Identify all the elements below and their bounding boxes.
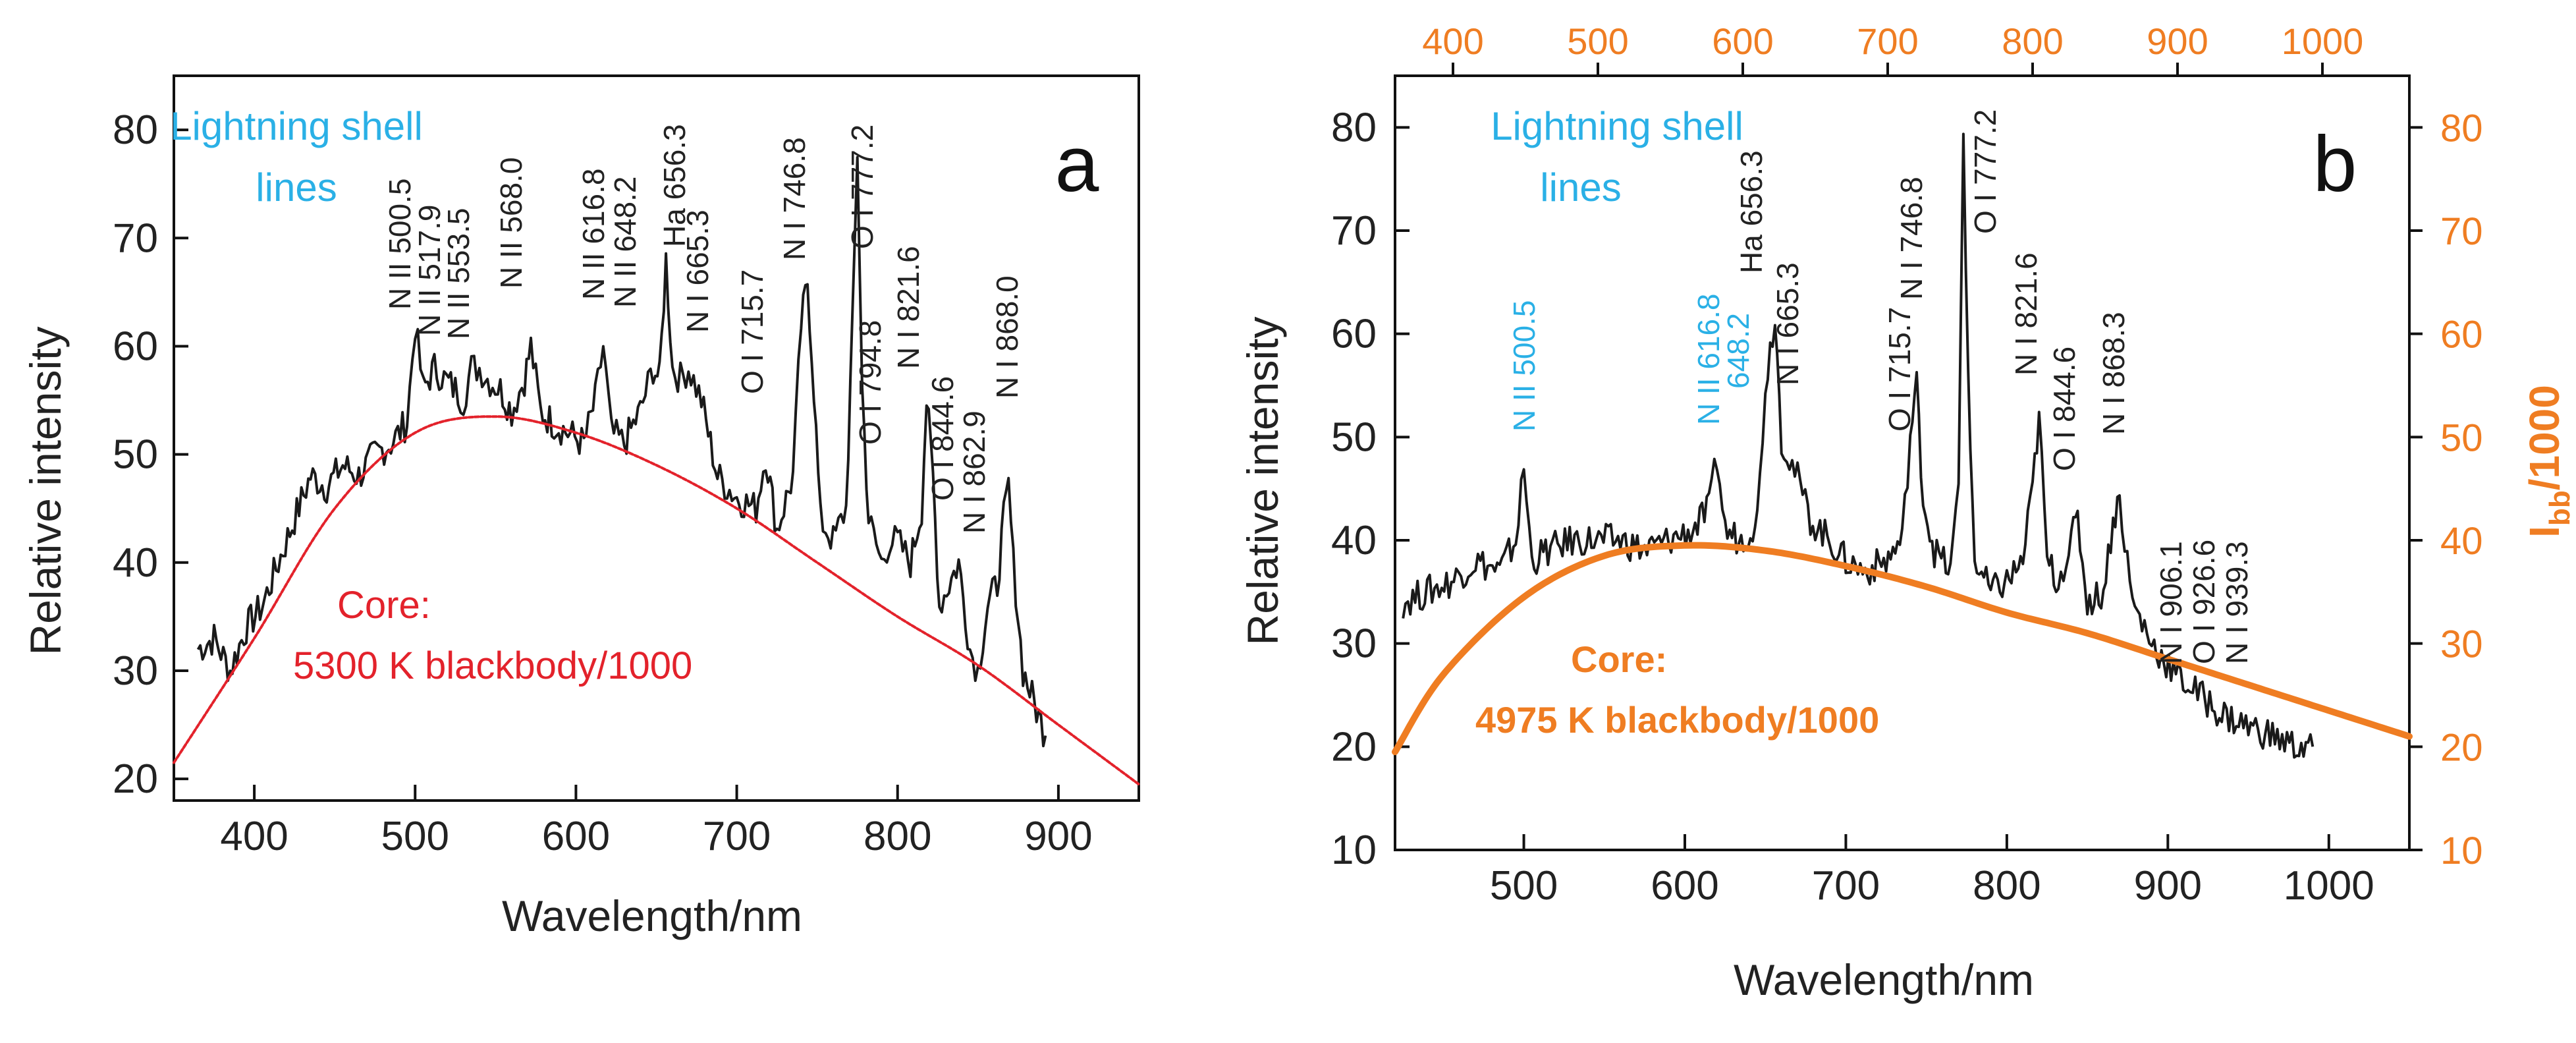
emission-line-label: N II 517.9 [412,205,447,336]
emission-line-label: Ha 656.3 [1734,150,1768,273]
top-x-tick-label: 400 [1422,20,1483,62]
panel-a-ylabel: Relative intensity [21,327,70,656]
emission-line-label: O I 794.8 [853,320,887,445]
emission-line-label: N II 500.5 [383,179,417,310]
y-tick-label: 50 [113,432,158,478]
emission-line-label: N I 868.3 [2096,312,2131,435]
blackbody-curve [1392,542,2413,756]
panel-b-core-annotation-line2: 4975 K blackbody/1000 [1475,699,1879,741]
panel-a: 20 30 40 50 60 70 80 400 500 600 700 800 900 N II 5… [21,74,1140,940]
x-tick-label: 900 [1024,814,1092,859]
panel-b-ylabel: Relative intensity [1238,317,1287,646]
top-x-tick-label: 700 [1857,20,1918,62]
y-tick-label: 80 [113,107,158,153]
y-tick-label: 50 [1331,414,1377,460]
emission-line-label: O I 715.7 [1882,307,1917,432]
x-tick-label: 600 [1651,863,1718,909]
emission-line-label: N II 616.8 [576,169,611,300]
panel-a-shell-annotation-line2: lines [256,165,337,210]
right-y-tick-label: 60 [2440,314,2483,356]
emission-line-label: O I 777.2 [845,125,879,249]
emission-line-label: N I 906.1 [2154,541,2188,664]
emission-line-label: O I 715.7 [735,269,769,394]
x-tick-label: 700 [703,814,771,859]
emission-line-label: N II 568.0 [494,157,528,289]
top-x-tick-label: 900 [2147,20,2208,62]
emission-line-label: N I 939.3 [2220,541,2254,664]
y-tick-label: 20 [1331,724,1377,770]
top-x-tick-label: 600 [1712,20,1773,62]
y-tick-label: 30 [1331,621,1377,667]
emission-line-label: N II 500.5 [1507,300,1541,432]
panel-b: 10 20 30 40 50 60 70 80 10 20 30 40 50 60 70 80 500 600… [1238,20,2576,1004]
panel-a-label: a [1055,120,1099,208]
emission-line-label: O I 926.6 [2187,540,2221,664]
right-y-tick-label: 10 [2440,830,2483,872]
top-x-tick-label: 1000 [2282,20,2364,62]
y-tick-label: 80 [1331,105,1377,150]
x-tick-label: 800 [1973,863,2041,909]
x-tick-label: 500 [381,814,449,859]
emission-line-label: N I 821.6 [891,246,925,369]
right-y-tick-label: 20 [2440,726,2483,769]
panel-b-plot-frame [1394,74,2411,851]
emission-line-label: O I 844.6 [2047,347,2081,471]
panel-b-shell-annotation-line2: lines [1540,165,1621,210]
panel-b-label: b [2313,120,2357,208]
panel-b-core-annotation-line1: Core: [1571,638,1667,680]
emission-line-label: N II 648.2 [608,177,642,308]
panel-b-right-ylabel: Ibb/1000 [2521,385,2576,538]
y-tick-label: 70 [1331,208,1377,254]
emission-line-label: N I 746.8 [1894,177,1929,300]
right-y-tick-label: 50 [2440,416,2483,459]
top-x-tick-label: 500 [1567,20,1628,62]
spectrum-line [196,155,1047,748]
emission-line-label: O I 777.2 [1968,109,2002,234]
x-tick-label: 400 [220,814,288,859]
emission-line-label: N I 665.3 [1770,262,1805,385]
y-tick-label: 10 [1331,828,1377,873]
right-y-tick-label: 80 [2440,107,2483,150]
emission-line-label: Ha 656.3 [657,124,692,247]
panel-a-shell-annotation-line1: Lightning shell [170,104,423,148]
panel-a-core-annotation-line2: 5300 K blackbody/1000 [293,644,692,687]
emission-line-label: 648.2 [1721,313,1755,389]
x-tick-label: 600 [542,814,610,859]
right-y-tick-label: 70 [2440,210,2483,253]
panel-a-core-annotation-line1: Core: [337,584,431,627]
emission-line-label: O I 844.6 [925,376,960,501]
emission-line-label: N I 746.8 [777,137,811,260]
y-tick-label: 40 [113,540,158,586]
y-tick-label: 20 [113,756,158,802]
top-x-tick-label: 800 [2002,20,2063,62]
blackbody-curve [173,415,1140,786]
panel-a-xlabel: Wavelength/nm [502,891,802,940]
right-y-tick-label: 30 [2440,623,2483,666]
emission-line-label: N I 821.6 [2009,252,2043,376]
emission-line-label: N I 868.0 [990,275,1024,399]
emission-line-label: N I 862.9 [957,410,991,534]
right-y-tick-label: 40 [2440,520,2483,563]
y-tick-label: 70 [113,215,158,261]
x-tick-label: 700 [1812,863,1880,909]
emission-line-label: N I 665.3 [680,210,715,333]
emission-line-label: N II 553.5 [441,208,476,339]
y-tick-label: 60 [1331,312,1377,357]
emission-line-label: N II 616.8 [1691,294,1726,425]
x-tick-label: 500 [1490,863,1558,909]
x-tick-label: 800 [863,814,931,859]
y-tick-label: 40 [1331,518,1377,563]
x-tick-label: 900 [2134,863,2202,909]
y-tick-label: 30 [113,648,158,694]
panel-b-xlabel: Wavelength/nm [1734,955,2034,1004]
panel-b-shell-annotation-line1: Lightning shell [1491,104,1743,148]
y-tick-label: 60 [113,324,158,369]
x-tick-label: 1000 [2284,863,2374,909]
